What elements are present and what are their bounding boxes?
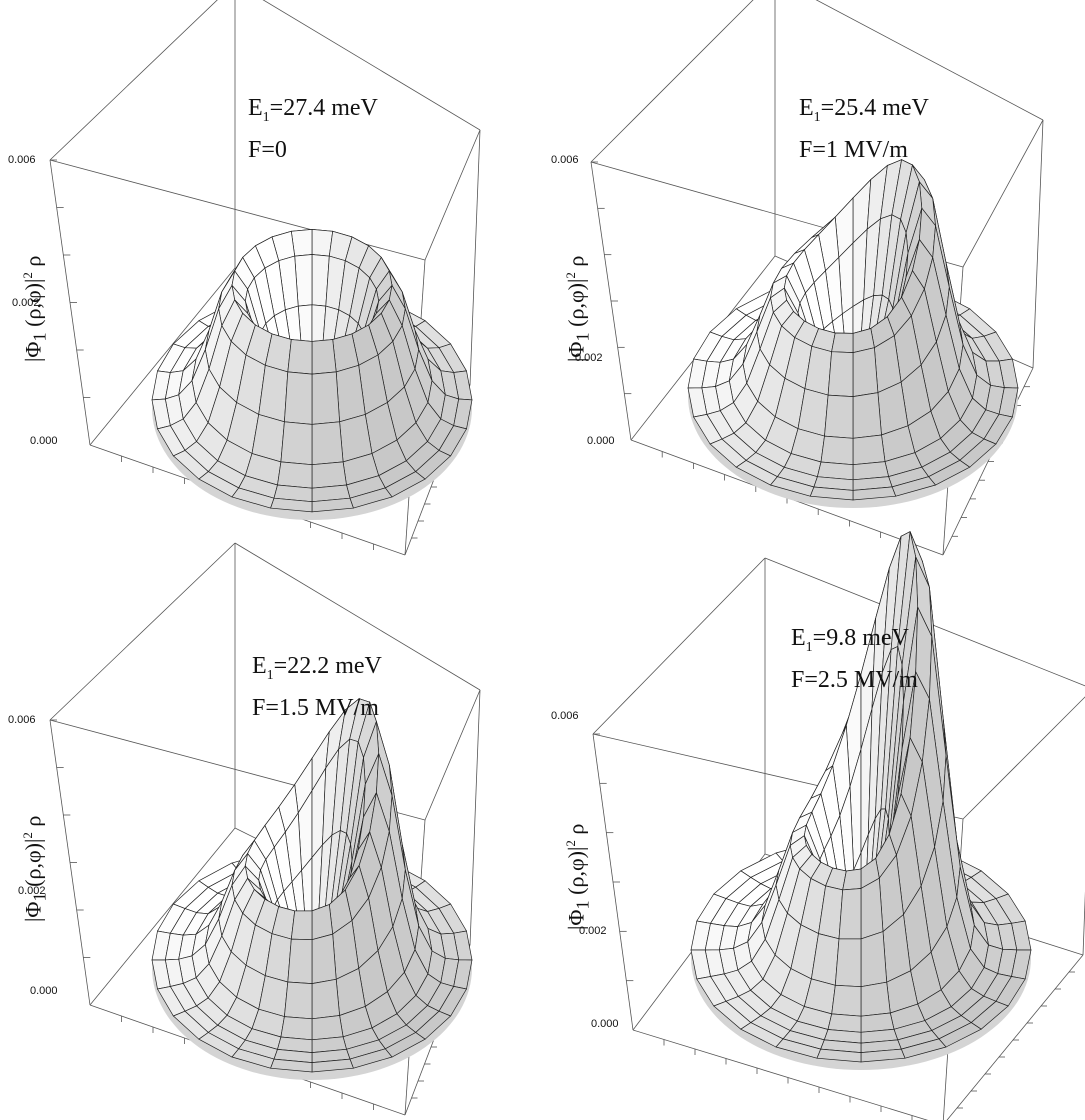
box-edge	[469, 129, 481, 386]
surface-plot-3	[49, 542, 481, 1116]
surface-patch	[284, 371, 313, 425]
surface-patch	[838, 888, 862, 940]
surface-patch	[287, 938, 313, 984]
box-edge	[234, 542, 481, 691]
surface-patch	[860, 877, 884, 940]
surface-panel-4: E1=9.8 meV F=2.5 MV/m |Φ1 (ρ,φ)|2 ρ 0.00…	[543, 530, 1085, 1120]
surface-panel-2: E1=25.4 meV F=1 MV/m |Φ1 (ρ,φ)|2 ρ 0.006…	[543, 0, 1085, 560]
box-edge	[962, 119, 1044, 268]
z-tick-2b: 0.002	[575, 352, 603, 364]
surface-patch	[809, 486, 854, 501]
z-tick-1a: 0.006	[8, 154, 36, 166]
annotation-3: E1=22.2 meV F=1.5 MV/m	[252, 653, 382, 721]
surface-patch	[311, 904, 334, 941]
box-edge	[49, 159, 426, 261]
surface-patch	[311, 978, 340, 1020]
surface-patch	[287, 339, 313, 375]
z-tick-4a: 0.006	[551, 710, 579, 722]
surface-mesh	[151, 697, 473, 1073]
surface-patch	[834, 938, 862, 988]
box-edge	[815, 0, 1044, 121]
surface-patch	[831, 984, 862, 1017]
z-tick-1c: 0.000	[30, 435, 58, 447]
surface-patch	[270, 497, 313, 513]
surface-patch	[860, 931, 888, 988]
box-edge	[469, 689, 481, 946]
z-tick-3a: 0.006	[8, 714, 36, 726]
z-axis-label-2: |Φ1 (ρ,φ)|2 ρ	[563, 255, 593, 362]
box-edge	[49, 0, 218, 161]
annotation-1: E1=27.4 meV F=0	[248, 95, 378, 163]
surface-patch	[290, 910, 313, 941]
surface-patch	[311, 371, 340, 425]
surface-patch	[824, 394, 854, 439]
surface-mesh	[151, 229, 473, 513]
z-tick-4c: 0.000	[591, 1018, 619, 1030]
surface-patch	[827, 351, 854, 397]
surface-plot-4	[592, 530, 1085, 1120]
annotation-2: E1=25.4 meV F=1 MV/m	[799, 95, 929, 163]
surface-plot-2	[590, 0, 1044, 556]
surface-patch	[820, 435, 854, 466]
surface-patch	[311, 421, 344, 466]
surface-patch	[284, 981, 313, 1020]
box-edge	[962, 696, 1085, 820]
annotation-4: E1=9.8 meV F=2.5 MV/m	[791, 625, 918, 693]
z-axis-label-4: |Φ1 (ρ,φ)|2 ρ	[563, 823, 593, 930]
surface-patch	[311, 1015, 344, 1041]
box-edge	[1032, 119, 1044, 369]
surface-plot-1	[49, 0, 481, 556]
surface-patch	[277, 461, 313, 489]
surface-patch	[860, 981, 891, 1017]
box-edge	[49, 542, 236, 721]
z-tick-2c: 0.000	[587, 435, 615, 447]
box-frame	[590, 0, 1044, 556]
surface-patch	[280, 1016, 313, 1041]
box-edge	[89, 827, 236, 1006]
z-tick-1b: 0.002	[12, 297, 40, 309]
z-tick-3c: 0.000	[30, 985, 58, 997]
box-edge	[590, 0, 754, 163]
box-edge	[424, 689, 481, 821]
surface-patch	[311, 461, 347, 489]
surface-patch	[816, 1048, 862, 1063]
surface-patch	[280, 421, 313, 466]
surface-patch	[852, 392, 882, 439]
surface-mesh	[690, 530, 1032, 1063]
z-tick-3b: 0.002	[18, 885, 46, 897]
surface-patch	[852, 434, 886, 466]
box-edge	[89, 267, 236, 446]
surface-panel-1: E1=27.4 meV F=0 |Φ1 (ρ,φ)|2 ρ 0.006 0.00…	[0, 0, 542, 560]
z-axis-label-3: |Φ1 (ρ,φ)|2 ρ	[20, 815, 50, 922]
box-edge	[262, 0, 481, 131]
surface-patch	[311, 339, 337, 375]
surface-patch	[270, 1058, 313, 1073]
box-edge	[424, 129, 481, 261]
z-tick-2a: 0.006	[551, 154, 579, 166]
surface-patch	[831, 332, 854, 353]
z-tick-4b: 0.002	[579, 925, 607, 937]
surface-patch	[827, 1013, 862, 1033]
surface-mesh	[687, 159, 1019, 501]
surface-patch	[311, 933, 337, 985]
box-edge	[592, 557, 766, 735]
surface-patch	[852, 347, 879, 398]
surface-panel-3: E1=22.2 meV F=1.5 MV/m |Φ1 (ρ,φ)|2 ρ 0.0…	[0, 542, 542, 1120]
